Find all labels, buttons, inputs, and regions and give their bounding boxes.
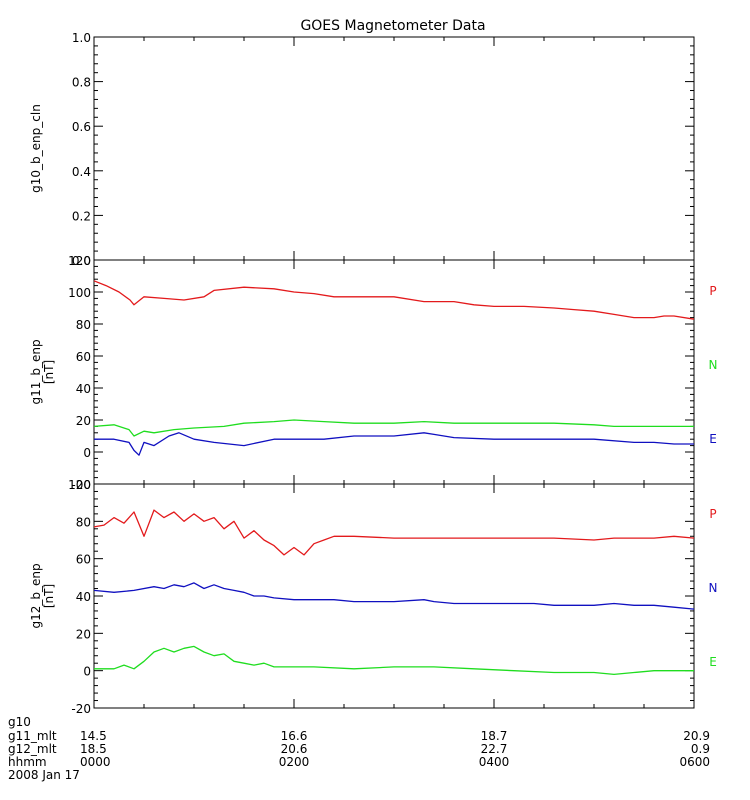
y-axis-unit: [nT]	[42, 584, 56, 608]
legend-label-P: P	[709, 284, 716, 298]
x-row-label: g10	[8, 715, 31, 729]
series-line-P	[93, 509, 695, 556]
y-axis-label: g10_b_enp_cln	[29, 104, 43, 193]
plot-frame	[93, 36, 695, 261]
x-tick-label: 14.5	[80, 729, 107, 743]
panel-1: 0.0 0.2 0.4 0.6 0.8 1.0 g10_b_enp_cln	[29, 31, 695, 268]
legend-label-N: N	[709, 581, 718, 595]
y-tick-label: 0.0	[72, 254, 91, 268]
legend-label-E: E	[709, 655, 717, 669]
y-tick-label: 60	[76, 350, 91, 364]
y-tick-label: 120	[68, 254, 91, 268]
y-tick-label: 0.4	[72, 165, 91, 179]
legend-label-E: E	[709, 432, 717, 446]
y-axis-unit: [nT]	[42, 360, 56, 384]
x-tick-label: 0400	[479, 755, 510, 769]
plot-frame	[93, 259, 695, 485]
x-row-label: g11_mlt	[8, 729, 57, 743]
series-line-N	[93, 582, 695, 610]
y-tick-label: -20	[71, 702, 91, 716]
x-row-label: g12_mlt	[8, 742, 57, 756]
series-line-P	[93, 280, 695, 320]
y-tick-label: 20	[76, 414, 91, 428]
x-tick-label: 0600	[679, 755, 710, 769]
y-tick-label: 80	[76, 515, 91, 529]
x-tick-label: 20.6	[281, 742, 308, 756]
y-tick-label: 1.0	[72, 31, 91, 45]
series-line-N	[93, 419, 694, 437]
y-tick-label: 100	[68, 478, 91, 492]
y-tick-label: 40	[76, 590, 91, 604]
y-tick-label: 0.2	[72, 209, 91, 223]
y-axis-label: g12_b_enp	[29, 563, 43, 628]
x-tick-label: 22.7	[481, 742, 508, 756]
x-tick-label: 16.6	[281, 729, 308, 743]
x-row-label: hhmm	[8, 755, 47, 769]
y-axis-label: g11_b_enp	[29, 339, 43, 404]
x-tick-label: 0.9	[691, 742, 710, 756]
date-label: 2008 Jan 17	[8, 768, 80, 782]
x-tick-label: 18.5	[80, 742, 107, 756]
chart-title: GOES Magnetometer Data	[300, 18, 485, 34]
series-line-E	[94, 432, 694, 456]
series-line-E	[94, 645, 694, 676]
y-tick-label: -20	[71, 478, 91, 492]
y-tick-label: 60	[76, 553, 91, 567]
y-tick-label: 0.6	[72, 120, 91, 134]
x-tick-label: 0000	[80, 755, 111, 769]
panel-3: -20 0 20 40 60 80 100 g12_b_enp [nT] P N E	[29, 478, 717, 716]
y-tick-label: 100	[68, 286, 91, 300]
y-tick-label: 20	[76, 627, 91, 641]
panel-2: -20 0 20 40 60 80 100 120 g11_b_enp [nT] P N E	[29, 254, 717, 492]
legend-label-N: N	[709, 358, 718, 372]
plot-frame	[93, 483, 695, 709]
x-tick-label: 20.9	[683, 729, 710, 743]
legend-label-P: P	[709, 507, 716, 521]
y-tick-label: 0.8	[72, 76, 91, 90]
x-tick-label: 18.7	[481, 729, 508, 743]
y-tick-label: 40	[76, 382, 91, 396]
x-tick-label: 0200	[279, 755, 310, 769]
y-tick-label: 80	[76, 318, 91, 332]
y-tick-label: 0	[83, 446, 91, 460]
y-tick-label: 0	[83, 665, 91, 679]
